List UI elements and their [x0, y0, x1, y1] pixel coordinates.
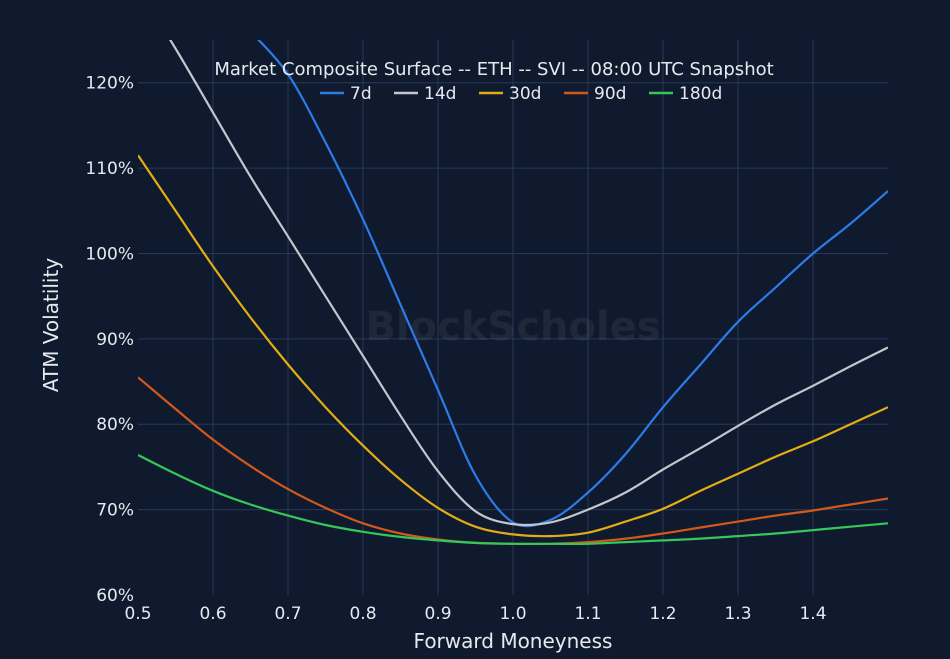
- legend-item-30d[interactable]: 30d: [479, 84, 541, 104]
- x-tick-label: 0.7: [274, 604, 301, 624]
- y-tick-label: 60%: [96, 586, 134, 606]
- legend-label: 180d: [679, 84, 722, 104]
- legend-item-14d[interactable]: 14d: [394, 84, 456, 104]
- x-tick-label: 0.6: [199, 604, 226, 624]
- x-tick-label: 0.5: [124, 604, 151, 624]
- y-tick-label: 120%: [85, 74, 134, 94]
- series-line-180d: [138, 454, 888, 546]
- y-axis-title: ATM Volatility: [39, 258, 63, 392]
- series-line-14d: [168, 40, 888, 527]
- y-tick-label: 70%: [96, 501, 134, 521]
- x-tick-label: 1.0: [499, 604, 526, 624]
- legend-item-180d[interactable]: 180d: [649, 84, 722, 104]
- legend-label: 14d: [424, 84, 456, 104]
- legend-label: 90d: [594, 84, 626, 104]
- x-tick-label: 1.2: [649, 604, 676, 624]
- x-tick-label: 0.8: [349, 604, 376, 624]
- y-tick-label: 90%: [96, 330, 134, 350]
- y-tick-label: 110%: [85, 159, 134, 179]
- x-tick-label: 1.4: [799, 604, 826, 624]
- series-line-7d: [257, 40, 888, 528]
- x-tick-label: 1.3: [724, 604, 751, 624]
- y-axis-ticks: 60% 70% 80% 90% 100% 110% 120%: [85, 74, 134, 606]
- legend-label: 30d: [509, 84, 541, 104]
- x-tick-label: 0.9: [424, 604, 451, 624]
- y-tick-label: 100%: [85, 244, 134, 264]
- legend-item-90d[interactable]: 90d: [564, 84, 626, 104]
- y-tick-label: 80%: [96, 415, 134, 435]
- series-lines: [138, 40, 888, 546]
- x-axis-title: Forward Moneyness: [414, 629, 613, 653]
- watermark: BlockScholes: [365, 304, 660, 350]
- grid: [138, 40, 888, 595]
- chart-title: Market Composite Surface -- ETH -- SVI -…: [214, 59, 773, 80]
- legend-label: 7d: [350, 84, 372, 104]
- legend: 7d 14d 30d 90d 180d: [320, 84, 722, 104]
- legend-item-7d[interactable]: 7d: [320, 84, 372, 104]
- series-line-30d: [138, 154, 888, 538]
- x-axis-ticks: 0.5 0.6 0.7 0.8 0.9 1.0 1.1 1.2 1.3 1.4: [124, 604, 826, 624]
- x-tick-label: 1.1: [574, 604, 601, 624]
